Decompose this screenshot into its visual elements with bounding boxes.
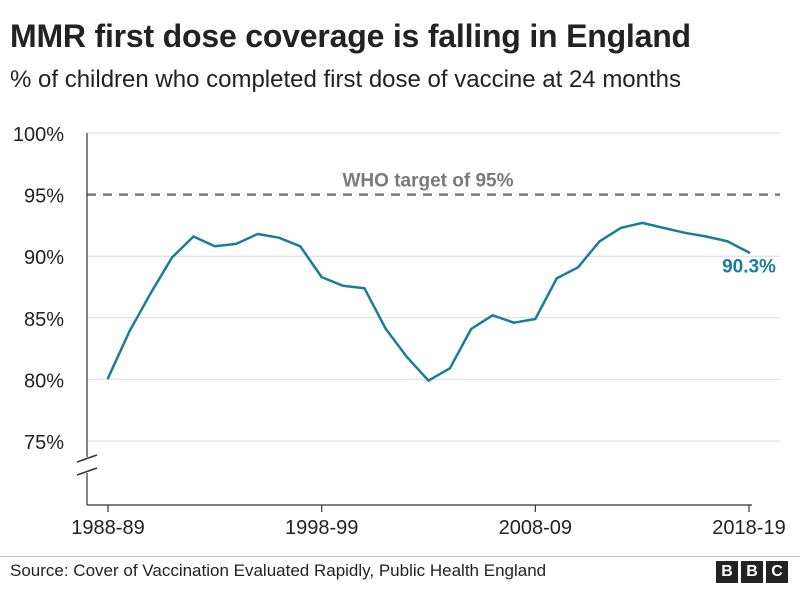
data-point — [448, 367, 452, 370]
axis-break-mark — [76, 454, 98, 463]
data-point — [277, 236, 281, 239]
y-tick-label: 80% — [24, 370, 64, 392]
data-point — [619, 226, 622, 230]
data-point — [470, 327, 473, 331]
reference-line-label: WHO target of 95% — [342, 171, 513, 192]
data-point — [726, 240, 729, 243]
data-point — [170, 256, 174, 259]
bbc-logo-letter: B — [716, 561, 738, 583]
data-point — [106, 376, 110, 380]
bbc-logo: B B C — [716, 561, 788, 583]
x-tick-label: 2018-19 — [712, 517, 785, 539]
data-point — [320, 275, 323, 279]
chart-title: MMR first dose coverage is falling in En… — [10, 18, 691, 54]
data-point — [149, 291, 152, 295]
series-line — [106, 221, 751, 382]
data-point — [192, 235, 195, 238]
data-point — [747, 251, 751, 254]
data-point — [256, 232, 259, 236]
x-tick-label: 2008-09 — [499, 517, 572, 539]
data-point — [705, 235, 708, 238]
data-point — [576, 266, 580, 269]
y-tick-label: 75% — [24, 432, 64, 454]
bbc-logo-letter: B — [741, 561, 763, 583]
data-point — [512, 321, 516, 324]
y-tick-label: 95% — [24, 186, 64, 208]
data-point — [128, 330, 131, 333]
x-tick-label: 1988-89 — [71, 517, 144, 539]
data-point — [427, 379, 430, 382]
data-point — [363, 287, 366, 290]
data-point — [235, 242, 238, 246]
data-point — [213, 245, 217, 248]
data-point — [555, 277, 558, 280]
data-point — [491, 314, 494, 317]
source-note: Source: Cover of Vaccination Evaluated R… — [10, 561, 547, 580]
end-value-label: 90.3% — [722, 257, 776, 278]
chart-subtitle: % of children who completed first dose o… — [10, 66, 682, 93]
y-tick-label: 100% — [13, 124, 64, 146]
data-point — [299, 245, 302, 248]
axis-break-mark — [76, 467, 98, 476]
y-tick-label: 85% — [24, 309, 64, 331]
data-point — [683, 231, 687, 234]
data-point — [640, 221, 644, 225]
data-point — [384, 327, 387, 331]
y-tick-label: 90% — [24, 247, 64, 269]
data-point — [534, 317, 537, 321]
line-chart: 100% 95% 90% 85% 80% 75% WHO target of 95% 1988… — [13, 124, 786, 539]
data-point — [405, 356, 409, 359]
x-tick-label: 1998-99 — [285, 517, 358, 539]
data-point — [341, 284, 345, 287]
data-point — [598, 240, 601, 243]
bbc-logo-letter: C — [766, 561, 788, 583]
footer-divider — [0, 556, 800, 557]
data-point — [662, 226, 665, 230]
